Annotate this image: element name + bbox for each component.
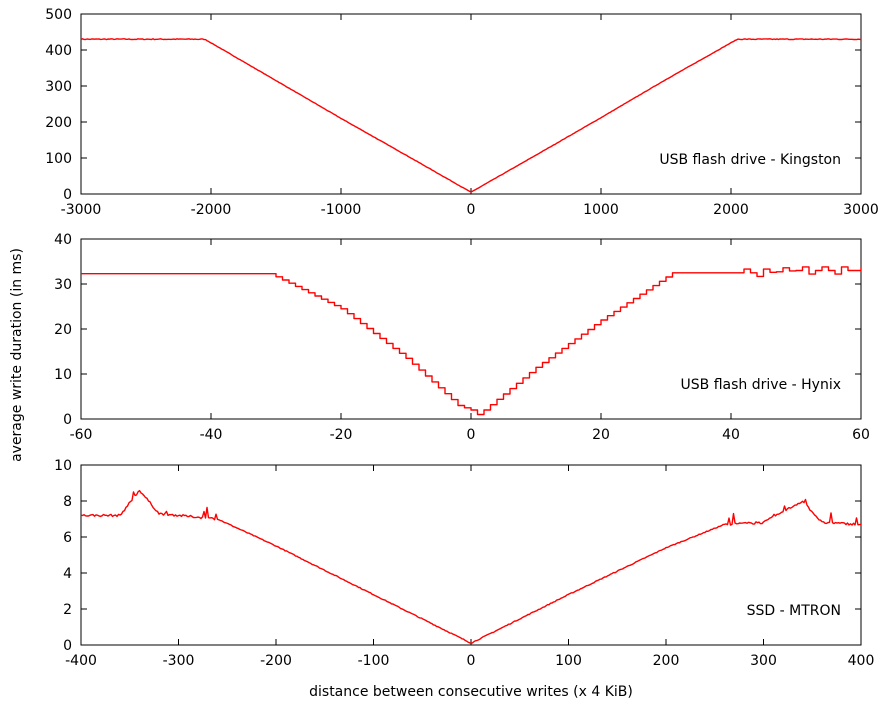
- panel-label: USB flash drive - Hynix: [681, 377, 841, 393]
- data-series-line: [81, 266, 862, 416]
- y-tick-label: 200: [45, 115, 72, 131]
- y-tick-label: 30: [54, 277, 72, 293]
- x-axis-title: distance between consecutive writes (x 4…: [309, 684, 633, 700]
- y-tick-label: 40: [54, 232, 72, 248]
- y-tick-label: 500: [45, 7, 72, 23]
- x-tick-label: 20: [592, 427, 610, 443]
- chart-panel-2: -60 -40 -20 0 20 40 60 0 10 20 30 40 USB flash drive…: [54, 232, 870, 443]
- x-tick-label: 2000: [713, 202, 749, 218]
- y-tick-label: 0: [63, 187, 72, 203]
- plot-frame: [80, 464, 862, 646]
- y-tick-label: 10: [54, 458, 72, 474]
- chart-panel-3: -400 -300 -200 -100 0 100 200 300 400 0 2 4 6 8 10 SSD …: [54, 458, 874, 669]
- x-tick-label: 0: [467, 653, 476, 669]
- y-tick-label: 6: [63, 530, 72, 546]
- x-tick-label: -60: [70, 427, 93, 443]
- y-tick-label: 400: [45, 43, 72, 59]
- y-tick-label: 300: [45, 79, 72, 95]
- y-tick-label: 10: [54, 367, 72, 383]
- x-tick-label: 100: [555, 653, 582, 669]
- x-tick-label: 3000: [843, 202, 879, 218]
- data-series-line: [80, 38, 862, 193]
- x-tick-label: 60: [852, 427, 870, 443]
- panel-label: USB flash drive - Kingston: [659, 152, 841, 168]
- x-tick-label: 0: [467, 427, 476, 443]
- y-tick-label: 20: [54, 322, 72, 338]
- x-tick-label: -1000: [321, 202, 362, 218]
- y-tick-label: 0: [63, 638, 72, 654]
- data-series-line: [80, 489, 862, 645]
- chart-panel-1: -3000 -2000 -1000 0 1000 2000 3000 0 100 200 300 40…: [45, 7, 879, 218]
- x-tick-label: -400: [65, 653, 97, 669]
- x-tick-label: 300: [750, 653, 777, 669]
- x-tick-label: -2000: [191, 202, 232, 218]
- x-tick-label: 200: [653, 653, 680, 669]
- panel-label: SSD - MTRON: [747, 603, 841, 619]
- x-tick-label: -3000: [61, 202, 102, 218]
- x-tick-label: -300: [163, 653, 195, 669]
- x-tick-label: -100: [358, 653, 390, 669]
- y-tick-label: 4: [63, 566, 72, 582]
- x-tick-label: 0: [467, 202, 476, 218]
- x-tick-label: -20: [330, 427, 353, 443]
- y-tick-label: 8: [63, 494, 72, 510]
- x-tick-label: 1000: [583, 202, 619, 218]
- y-tick-label: 0: [63, 412, 72, 428]
- y-tick-label: 100: [45, 151, 72, 167]
- y-tick-label: 2: [63, 602, 72, 618]
- y-axis-title: average write duration (in ms): [9, 248, 25, 462]
- x-tick-label: 400: [848, 653, 875, 669]
- x-tick-label: -200: [260, 653, 292, 669]
- x-tick-label: 40: [722, 427, 740, 443]
- x-tick-label: -40: [200, 427, 223, 443]
